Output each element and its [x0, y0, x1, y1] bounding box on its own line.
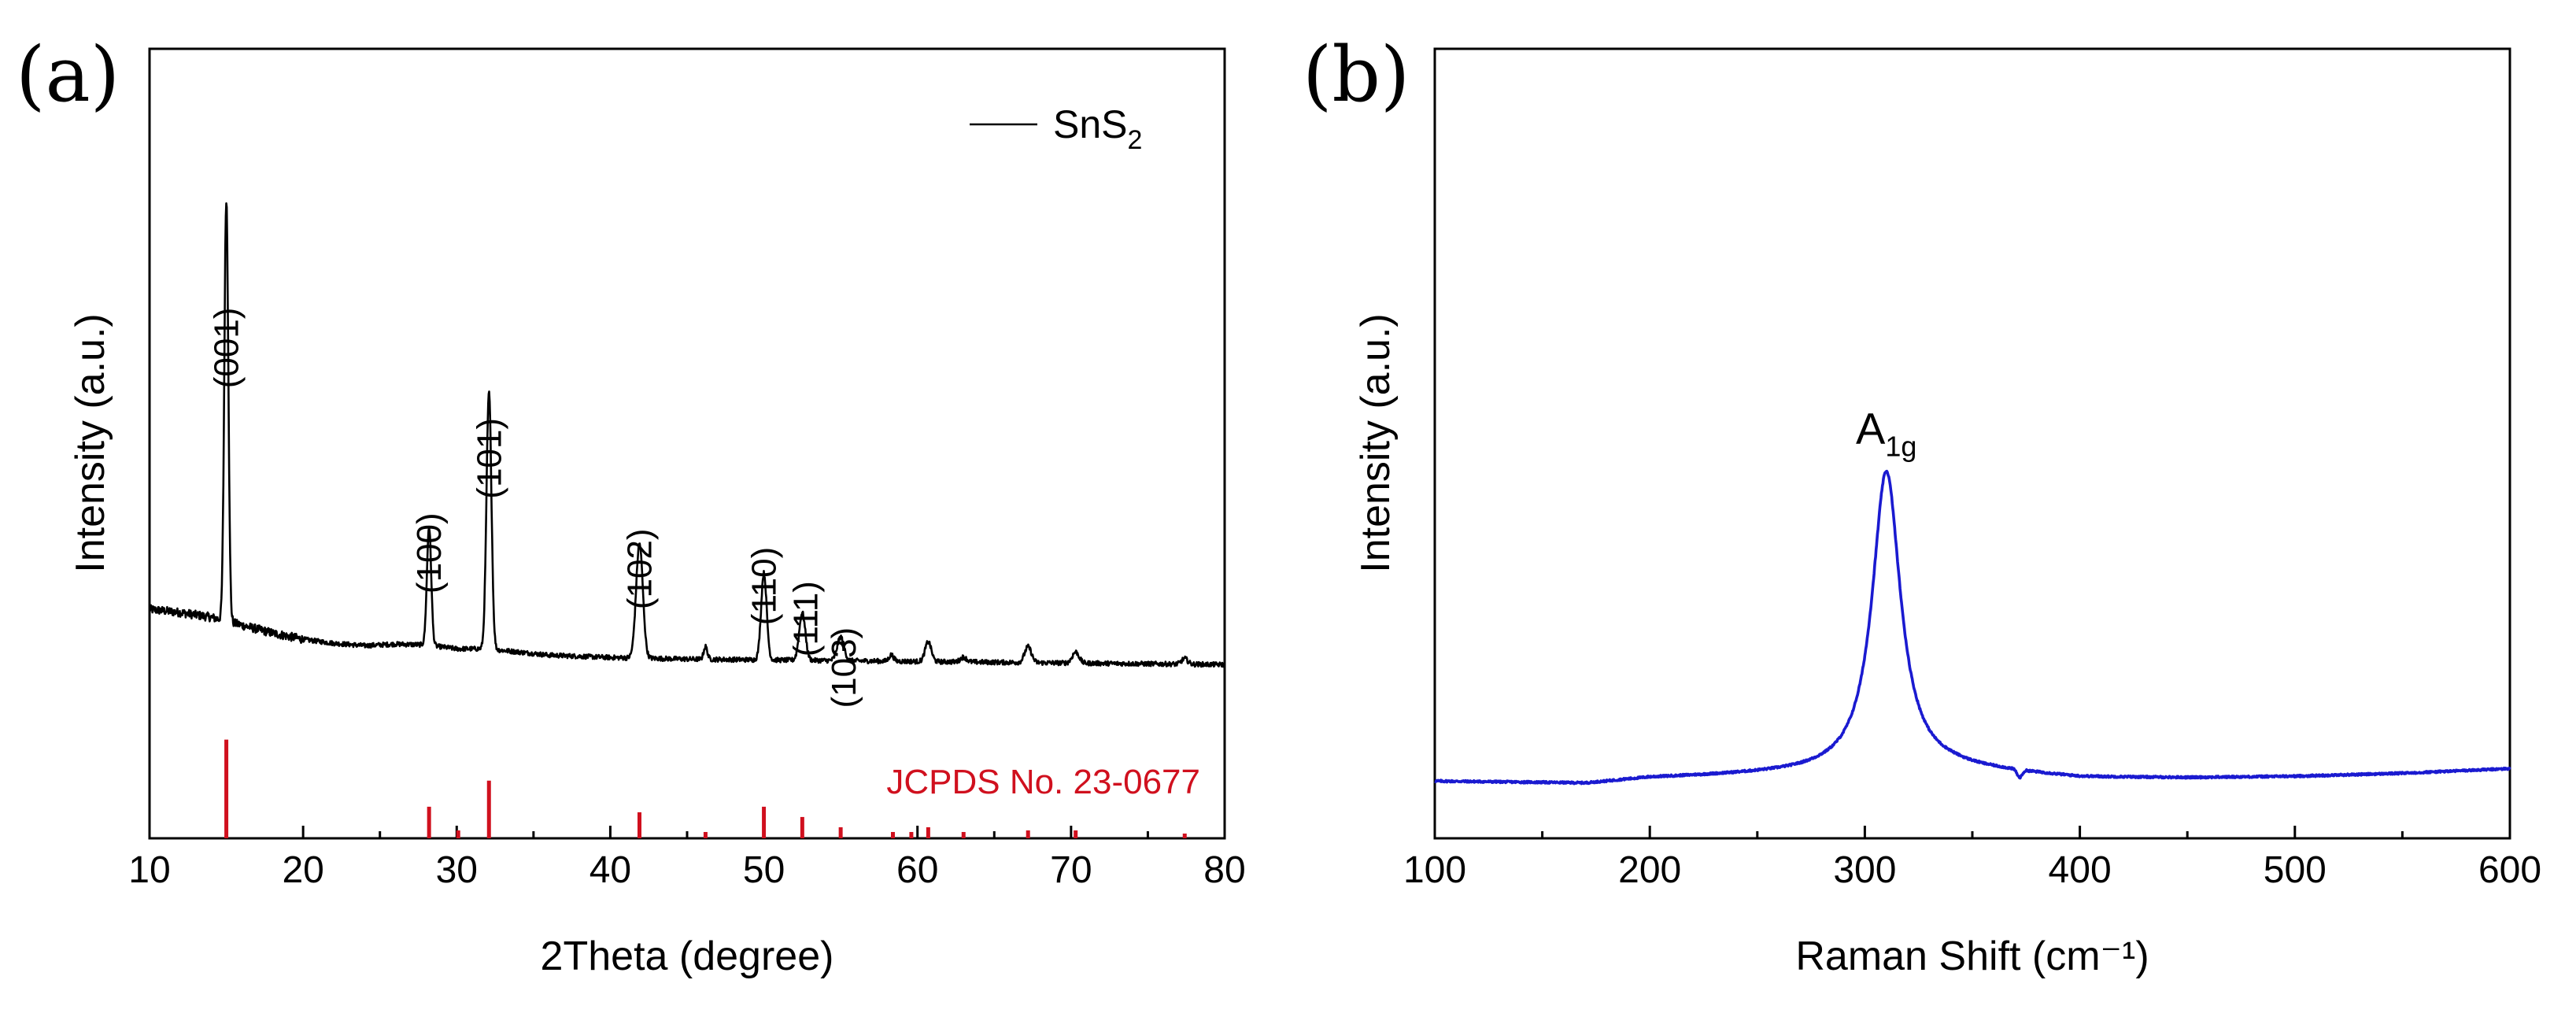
panel-b: (b) 100 200 300 400 500 600 A1g Raman Shift (…: [1303, 31, 2541, 979]
x-tick-label-60: 60: [896, 849, 938, 891]
peak-label-1: (100): [410, 512, 449, 594]
x-tick-label-20: 20: [282, 849, 323, 891]
peak-label-6: (103): [825, 627, 863, 708]
panel-a-label: (a): [16, 31, 120, 119]
x-tick-label-100: 100: [1403, 849, 1466, 891]
x-tick-label-600: 600: [2478, 849, 2541, 891]
x-tick-label-40: 40: [589, 849, 631, 891]
panel-a-peak-annotations: (001) (100) (101) (102) (110) (111)(103): [208, 308, 863, 708]
peak-label-2: (101): [470, 418, 508, 499]
panel-a-xrd-line: [148, 202, 1226, 668]
panel-b-x-axis-title: Raman Shift (cm⁻¹): [1795, 934, 2149, 979]
legend-label: SnS2: [1053, 102, 1142, 155]
panel-a-x-ticks: 10 20 30 40 50 60 70 80: [128, 826, 1246, 891]
x-tick-label-80: 80: [1203, 849, 1245, 891]
panel-a-legend: SnS2: [970, 102, 1142, 155]
x-tick-label-70: 70: [1050, 849, 1092, 891]
x-tick-label-200: 200: [1618, 849, 1681, 891]
panel-a: (a) 10 20 30 40 50 60 70 80 (001) (100) (101) (102…: [16, 31, 1246, 979]
panel-a-x-axis-title: 2Theta (degree): [541, 934, 834, 979]
peak-label-a1g: A1g: [1856, 404, 1916, 463]
peak-label-4: (110): [745, 547, 784, 625]
panel-b-label: (b): [1303, 31, 1410, 119]
panel-b-plot-frame: [1433, 47, 2511, 840]
panel-b-peak-annotations: A1g: [1856, 404, 1916, 463]
x-tick-label-50: 50: [743, 849, 785, 891]
peak-label-3: (102): [621, 528, 660, 609]
peak-label-5: (111): [786, 581, 825, 656]
panel-a-reference-sticks: [224, 739, 1187, 838]
x-tick-label-300: 300: [1833, 849, 1896, 891]
panel-b-raman-line: [1433, 469, 2511, 786]
peak-label-0: (001): [208, 308, 246, 389]
panel-b-x-ticks: 100 200 300 400 500 600: [1403, 826, 2541, 891]
panel-a-y-axis-title: Intensity (a.u.): [68, 313, 113, 572]
x-tick-label-10: 10: [128, 849, 170, 891]
x-tick-label-30: 30: [436, 849, 478, 891]
x-tick-label-400: 400: [2049, 849, 2112, 891]
jcpds-reference-label: JCPDS No. 23-0677: [886, 763, 1200, 801]
panel-a-plot-frame: [148, 47, 1226, 840]
x-tick-label-500: 500: [2264, 849, 2327, 891]
panel-b-y-axis-title: Intensity (a.u.): [1353, 313, 1399, 572]
